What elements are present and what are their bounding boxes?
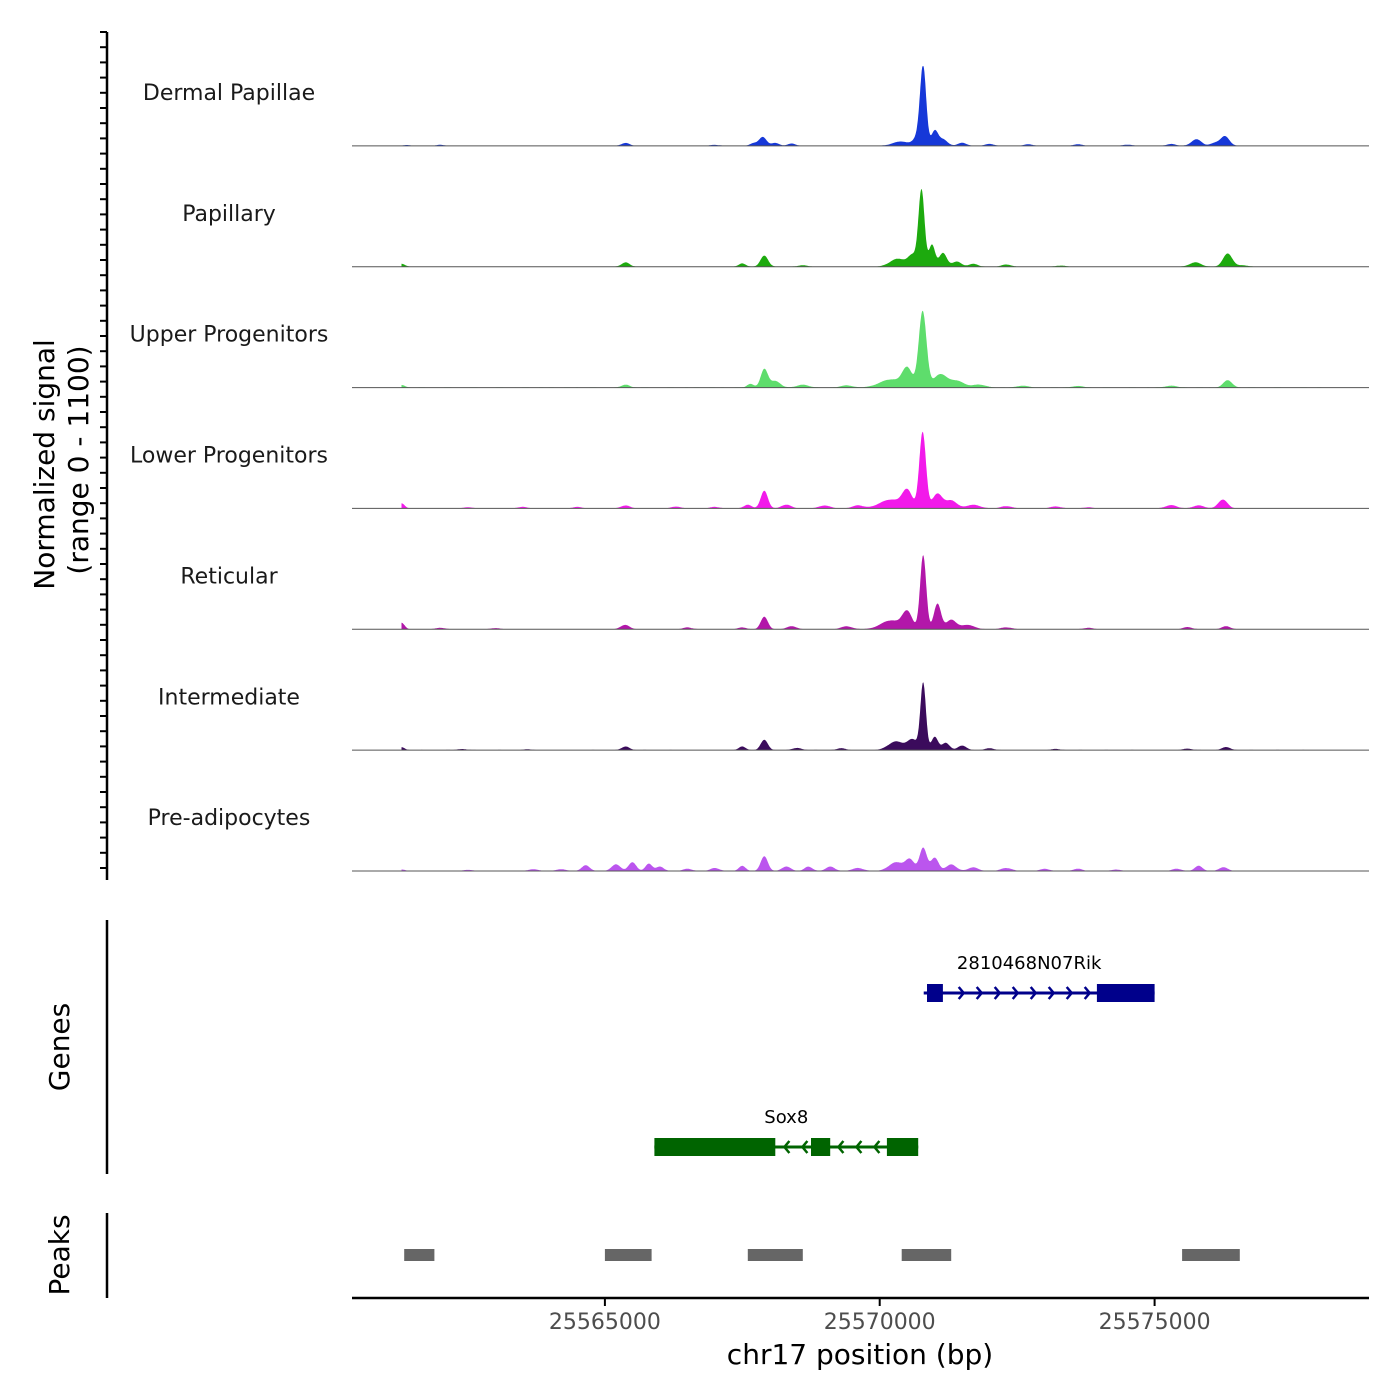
peak-bars — [404, 1249, 1240, 1261]
track-pre-adipocytes: Pre-adipocytes — [148, 806, 1369, 872]
track-label: Lower Progenitors — [130, 444, 328, 469]
gene-exon — [811, 1138, 831, 1156]
track-lower-progenitors: Lower Progenitors — [130, 431, 1369, 509]
track-label: Papillary — [182, 202, 276, 227]
gene-label: Sox8 — [764, 1107, 808, 1128]
genes-panel: Genes 2810468N07Rik Sox8 — [43, 920, 1155, 1174]
track-label: Dermal Papillae — [143, 81, 315, 106]
peak-bar — [747, 1249, 803, 1261]
signal-area — [401, 310, 1325, 388]
peaks-panel-title: Peaks — [43, 1214, 76, 1295]
gene-exon — [886, 1138, 919, 1156]
strand-chevron — [1065, 986, 1074, 1000]
x-axis: 25565000 25570000 25575000 chr17 position … — [352, 1296, 1369, 1371]
track-label: Pre-adipocytes — [148, 806, 311, 831]
strand-chevron — [1011, 986, 1020, 1000]
genes-panel-title: Genes — [43, 1003, 76, 1091]
track-reticular: Reticular — [180, 555, 1369, 630]
signal-area — [401, 847, 1325, 871]
x-tick-label: 25575000 — [1099, 1310, 1211, 1335]
gene-models: 2810468N07Rik Sox8 — [654, 953, 1155, 1156]
track-label: Upper Progenitors — [130, 323, 329, 348]
peaks-panel: Peaks — [43, 1213, 1240, 1298]
gene-label: 2810468N07Rik — [957, 953, 1102, 974]
signal-area — [401, 682, 1325, 751]
peak-bar — [901, 1249, 952, 1261]
gene-sox8: Sox8 — [654, 1107, 919, 1156]
gene-2810468n07rik: 2810468N07Rik — [923, 953, 1155, 1002]
coverage-tracks: Dermal Papillae Papillary Upper Progenitor… — [130, 66, 1369, 872]
gene-exon — [927, 984, 943, 1002]
x-axis-title: chr17 position (bp) — [727, 1338, 993, 1371]
signal-area — [401, 189, 1325, 267]
x-tick-label: 25570000 — [824, 1310, 936, 1335]
signal-area — [401, 66, 1325, 146]
y-axis-title-line1: Normalized signal — [28, 339, 61, 590]
strand-chevron — [1047, 986, 1056, 1000]
x-tick-label: 25565000 — [549, 1310, 661, 1335]
strand-chevron — [1029, 986, 1038, 1000]
signal-y-axis — [100, 31, 109, 880]
strand-chevron — [872, 1140, 881, 1154]
track-intermediate: Intermediate — [158, 682, 1369, 751]
peak-bar — [404, 1249, 435, 1261]
track-label: Reticular — [180, 564, 278, 589]
strand-chevron — [1083, 986, 1092, 1000]
peak-bar — [604, 1249, 652, 1261]
strand-chevron — [957, 986, 966, 1000]
y-axis-title-line2: (range 0 - 1100) — [62, 345, 95, 574]
y-axis-title: Normalized signal (range 0 - 1100) — [28, 330, 95, 589]
track-dermal-papillae: Dermal Papillae — [143, 66, 1369, 147]
gene-exon — [1096, 984, 1155, 1002]
track-papillary: Papillary — [182, 189, 1369, 268]
strand-chevron — [782, 1140, 791, 1154]
strand-chevron — [975, 986, 984, 1000]
signal-area — [401, 555, 1325, 630]
signal-area — [401, 431, 1325, 509]
track-label: Intermediate — [158, 685, 300, 710]
strand-chevron — [854, 1140, 863, 1154]
x-ticks: 25565000 25570000 25575000 — [549, 1298, 1211, 1335]
strand-chevron — [993, 986, 1002, 1000]
gene-exon — [654, 1138, 776, 1156]
track-upper-progenitors: Upper Progenitors — [130, 310, 1369, 389]
peak-bar — [1182, 1249, 1240, 1261]
strand-chevron — [800, 1140, 809, 1154]
strand-chevron — [836, 1140, 845, 1154]
